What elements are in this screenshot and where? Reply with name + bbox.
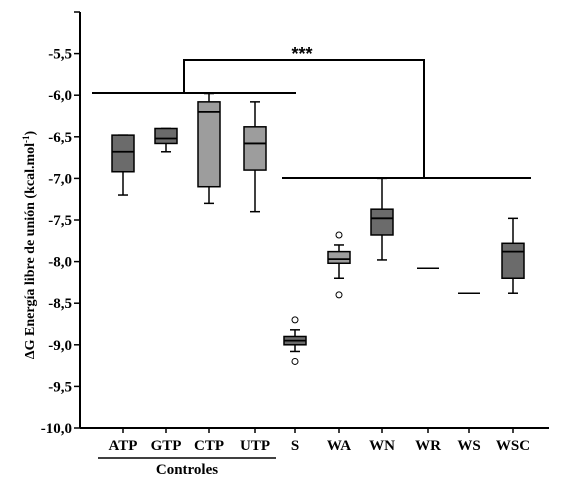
y-tick-label: -10,0	[41, 421, 72, 437]
box-body	[370, 208, 394, 236]
x-tick-label: GTP	[151, 438, 182, 454]
y-tick-label: -6,5	[48, 130, 72, 146]
x-tick-label: CTP	[194, 438, 224, 454]
box-outlier	[291, 316, 299, 324]
x-tick-label: WR	[415, 438, 441, 454]
x-tick-label: S	[291, 438, 299, 454]
x-tick-label: WSC	[496, 438, 530, 454]
x-tick-label: ATP	[109, 438, 138, 454]
y-tick-label: -8,0	[48, 255, 72, 271]
significance-label: ***	[291, 44, 312, 64]
box-body	[154, 127, 178, 145]
y-tick-label: -6,0	[48, 88, 72, 104]
y-tick-label: -9,5	[48, 379, 72, 395]
controls-group-label: Controles	[156, 462, 218, 478]
box-body	[111, 134, 135, 173]
box-outlier	[335, 291, 343, 299]
x-tick-label: WA	[327, 438, 351, 454]
y-axis-title: ΔG Energía libre de unión (kcal.mol-1)	[21, 130, 38, 359]
box-body	[243, 126, 267, 171]
box-body	[501, 242, 525, 279]
y-tick-label: -5,5	[48, 47, 72, 63]
y-tick-label: -7,0	[48, 171, 72, 187]
y-tick-label: -9,0	[48, 338, 72, 354]
box-outlier	[291, 357, 299, 365]
y-tick-label: -8,5	[48, 296, 72, 312]
x-tick-label: WS	[457, 438, 480, 454]
significance-bracket	[183, 59, 425, 178]
x-tick-label: WN	[369, 438, 395, 454]
y-tick-label: -7,5	[48, 213, 72, 229]
box-body	[327, 250, 351, 265]
box-body	[197, 101, 221, 188]
box-outlier	[335, 231, 343, 239]
x-tick-label: UTP	[240, 438, 270, 454]
